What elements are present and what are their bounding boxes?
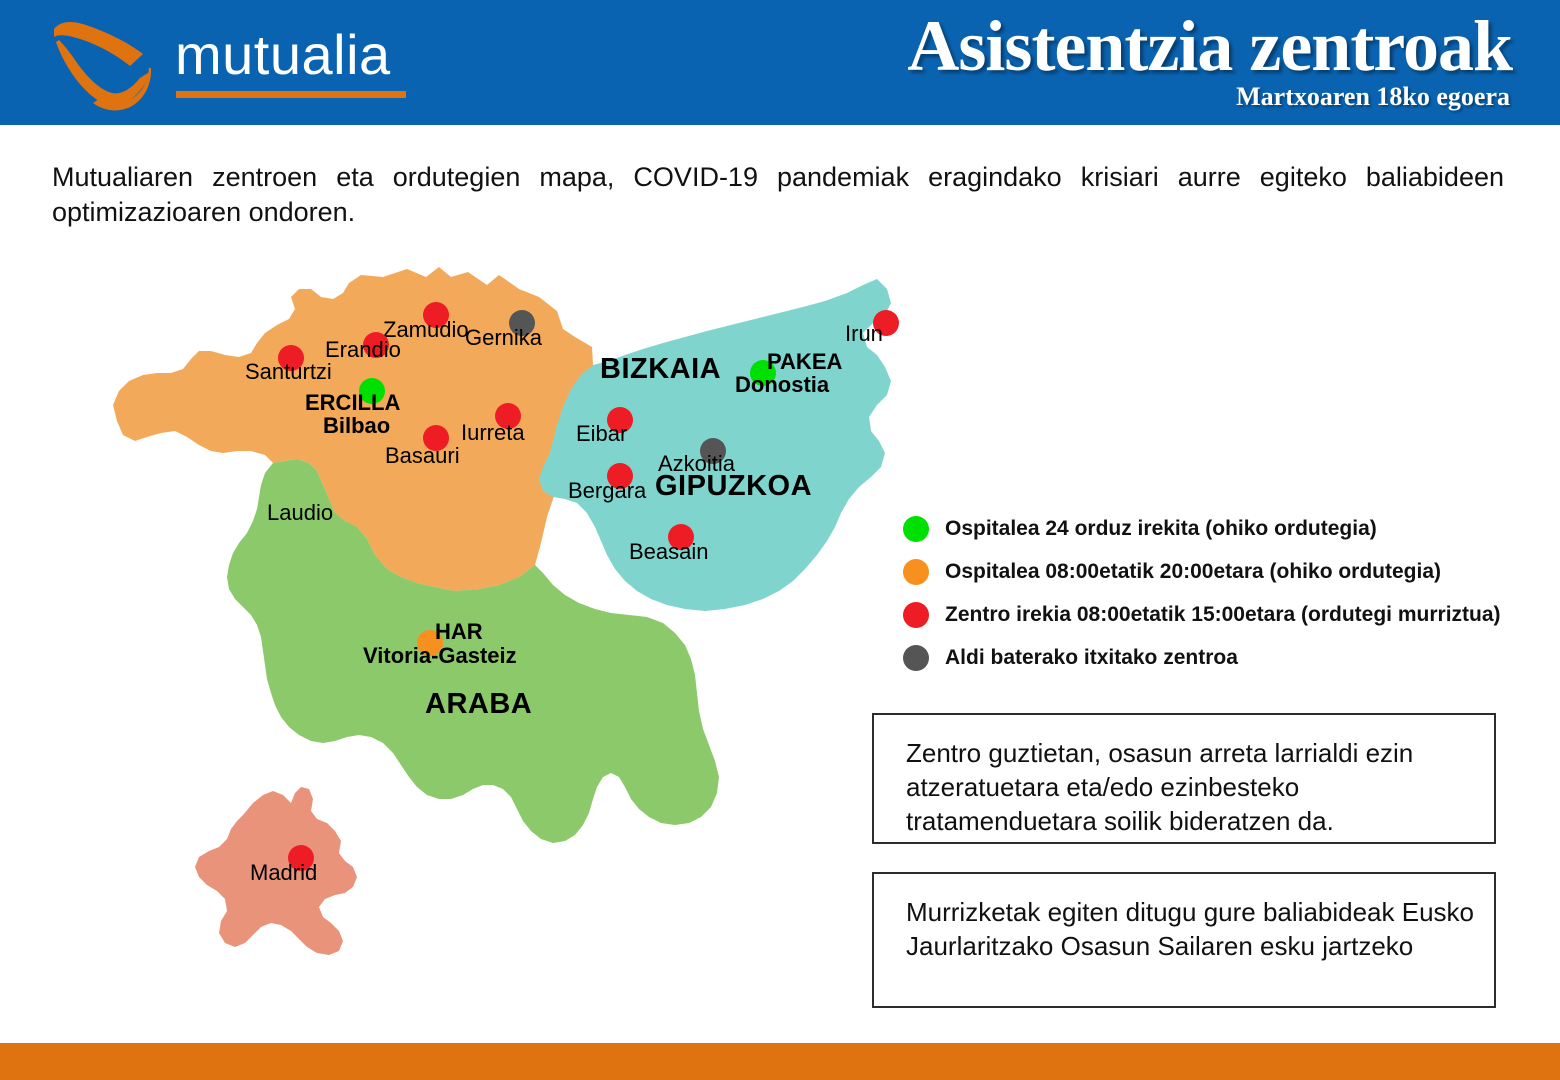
legend-dot-gray: [903, 645, 929, 671]
map-label-bergara: Bergara: [568, 478, 647, 503]
map-dot-pakea[interactable]: [750, 360, 776, 386]
map-label-pakea: PAKEA: [767, 349, 843, 374]
map-label-vitoria-gasteiz: Vitoria-Gasteiz: [363, 643, 517, 668]
map-label-basauri: Basauri: [385, 443, 460, 468]
footer-bar: [0, 1043, 1560, 1080]
map-dot-har[interactable]: [417, 630, 443, 656]
map-label-laudio: Laudio: [267, 500, 334, 525]
brand-underline: [176, 91, 406, 98]
map-label-iurreta: Iurreta: [461, 420, 525, 445]
page-title: Asistentzia zentroak: [907, 6, 1513, 86]
map-dot-azkoitia[interactable]: [700, 438, 726, 464]
map-label-har: HAR: [435, 619, 483, 644]
map-dot-beasain[interactable]: [668, 524, 694, 550]
legend-dot-red: [903, 602, 929, 628]
legend-label-orange: Ospitalea 08:00etatik 20:00etara (ohiko …: [945, 560, 1442, 583]
map-label-madrid: Madrid: [250, 860, 318, 885]
map-legend: Ospitalea 24 orduz irekita (ohiko ordute…: [903, 516, 1523, 688]
map-dot-ercilla[interactable]: [359, 378, 385, 404]
map-label-ercilla: ERCILLA: [305, 390, 401, 415]
brand-wordmark: mutualia: [175, 23, 391, 86]
map-dot-eibar[interactable]: [607, 407, 633, 433]
map-dot-iurreta[interactable]: [495, 403, 521, 429]
map-label-azkoitia: Azkoitia: [658, 451, 736, 476]
map-dot-irun[interactable]: [873, 310, 899, 336]
map-dot-santurtzi[interactable]: [278, 345, 304, 371]
legend-label-red: Zentro irekia 08:00etatik 15:00etara (or…: [945, 603, 1501, 626]
map-dot-bergara[interactable]: [607, 463, 633, 489]
note-box-emergency-care: Zentro guztietan, osasun arreta larriald…: [872, 713, 1496, 844]
legend-dot-orange: [903, 559, 929, 585]
region-label-gipuzkoa: GIPUZKOA: [655, 470, 813, 502]
legend-item-orange: Ospitalea 08:00etatik 20:00etara (ohiko …: [903, 559, 1523, 585]
legend-item-gray: Aldi baterako itxitako zentroa: [903, 645, 1523, 671]
legend-dot-green: [903, 516, 929, 542]
map-label-bilbao: Bilbao: [323, 413, 391, 438]
legend-label-gray: Aldi baterako itxitako zentroa: [945, 646, 1238, 669]
page-subtitle: Martxoaren 18ko egoera: [1236, 82, 1510, 111]
intro-paragraph: Mutualiaren zentroen eta ordutegien mapa…: [52, 162, 1504, 227]
legend-item-red: Zentro irekia 08:00etatik 15:00etara (or…: [903, 602, 1523, 628]
region-bizkaia: [113, 267, 593, 591]
page-header: mutualia Asistentzia zentroak Martxoaren…: [0, 0, 1560, 125]
legend-label-green: Ospitalea 24 orduz irekita (ohiko ordute…: [945, 517, 1377, 540]
basque-country-map: BIZKAIA GIPUZKOA ARABA Zamudio Gernika Era…: [95, 255, 955, 1015]
legend-item-green: Ospitalea 24 orduz irekita (ohiko ordute…: [903, 516, 1523, 542]
map-dot-madrid[interactable]: [288, 845, 314, 871]
map-label-erandio: Erandio: [325, 337, 401, 362]
region-araba-laudio-lobe: [307, 511, 363, 563]
region-madrid-inset: [195, 787, 357, 955]
map-dot-gernika[interactable]: [509, 310, 535, 336]
map-dot-zamudio[interactable]: [423, 302, 449, 328]
note-box-1-text: Zentro guztietan, osasun arreta larriald…: [906, 738, 1414, 836]
map-label-irun: Irun: [845, 321, 883, 346]
map-label-beasain: Beasain: [629, 539, 709, 564]
region-label-araba: ARABA: [425, 688, 533, 720]
map-label-santurtzi: Santurtzi: [245, 359, 332, 384]
note-box-resources: Murrizketak egiten ditugu gure baliabide…: [872, 872, 1496, 1008]
map-label-zamudio: Zamudio: [383, 317, 469, 342]
mutualia-swoosh-logo-icon: [54, 21, 152, 111]
region-label-bizkaia: BIZKAIA: [600, 353, 722, 385]
map-dot-basauri[interactable]: [423, 425, 449, 451]
map-dot-erandio[interactable]: [363, 332, 389, 358]
map-label-gernika: Gernika: [465, 325, 543, 350]
note-box-2-text: Murrizketak egiten ditugu gure baliabide…: [906, 897, 1475, 961]
map-label-eibar: Eibar: [576, 421, 628, 446]
map-label-donostia: Donostia: [735, 372, 830, 397]
